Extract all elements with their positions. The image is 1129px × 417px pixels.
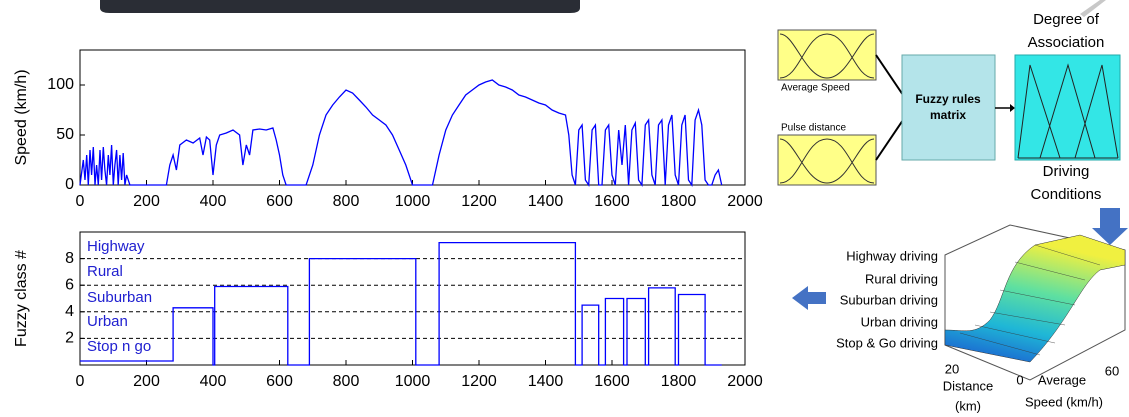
input-label: Pulse distance xyxy=(781,123,846,134)
x-tick-label: 200 xyxy=(133,373,160,390)
surface-label: Urban driving xyxy=(861,314,938,329)
input-box xyxy=(777,29,877,81)
arrow xyxy=(875,119,904,161)
surface-label: Suburban driving xyxy=(840,292,938,307)
x-tick-label: 0 xyxy=(76,373,85,390)
class-label: Rural xyxy=(87,263,123,280)
x-tick-label: 1600 xyxy=(594,373,630,390)
arrow xyxy=(875,54,904,96)
class-label: Highway xyxy=(87,238,145,255)
y-axis-label: Speed (km/h) xyxy=(13,69,30,165)
surface-mesh xyxy=(959,244,1101,356)
x-tick-label: 2000 xyxy=(727,373,763,390)
input-box xyxy=(777,134,877,186)
axis-label: Speed (km/h) xyxy=(1025,394,1103,409)
x-tick-label: 400 xyxy=(200,193,227,210)
x-tick-label: 1800 xyxy=(661,193,697,210)
arrow xyxy=(1080,0,1106,17)
membership xyxy=(1017,63,1119,159)
axis-tick-label: 20 xyxy=(945,361,959,376)
x-tick-label: 1000 xyxy=(395,373,431,390)
arrow xyxy=(1010,104,1015,112)
rules-box xyxy=(901,54,996,161)
output-title: Degree of xyxy=(1033,11,1100,28)
class-label: Suburban xyxy=(87,289,152,306)
axis-label: Distance xyxy=(943,378,994,393)
surface-label: Stop & Go driving xyxy=(836,335,938,350)
surface-label: Highway driving xyxy=(846,248,938,263)
fuzzy-diagram: Average Speed Pulse distance Fuzzy rules… xyxy=(777,11,1128,381)
surface-label: Rural driving xyxy=(865,271,938,286)
x-tick-label: 600 xyxy=(266,373,293,390)
output-title: Association xyxy=(1028,34,1105,51)
y-tick-label: 100 xyxy=(47,76,74,93)
rules-label: Fuzzy rules xyxy=(915,92,981,106)
output-box xyxy=(1014,54,1121,161)
y-tick-label: 0 xyxy=(65,176,74,193)
x-tick-label: 800 xyxy=(333,193,360,210)
x-tick-label: 1600 xyxy=(594,193,630,210)
membership xyxy=(779,138,875,184)
data-line xyxy=(79,79,723,188)
x-tick-label: 800 xyxy=(333,373,360,390)
axis-label: Average xyxy=(1038,372,1086,387)
y-axis-label: Fuzzy class # xyxy=(13,250,30,347)
chart: 2 4 6 8 0 200 400 600 800 1000 1200 1400 1600 1800 200… xyxy=(13,231,763,390)
arrow xyxy=(792,286,826,310)
class-label: Stop n go xyxy=(87,338,151,355)
axis-label: (km) xyxy=(955,398,981,413)
data-line xyxy=(80,241,722,366)
x-tick-label: 400 xyxy=(200,373,227,390)
x-tick-label: 1400 xyxy=(528,373,564,390)
membership xyxy=(779,33,875,79)
x-tick-label: 1800 xyxy=(661,373,697,390)
axis-tick-label: 60 xyxy=(1105,363,1119,378)
rules-label: matrix xyxy=(930,108,966,122)
class-label: Urban xyxy=(87,313,128,330)
surface-labels: Highway driving Rural driving Suburban dri… xyxy=(836,248,938,350)
x-tick-label: 1200 xyxy=(461,193,497,210)
input-label: Average Speed xyxy=(781,83,850,94)
x-tick-label: 200 xyxy=(133,193,160,210)
surface xyxy=(944,234,1126,363)
y-tick-label: 6 xyxy=(65,276,74,293)
arrow xyxy=(1092,208,1128,245)
x-tick-label: 2000 xyxy=(727,193,763,210)
plot-area xyxy=(79,49,746,186)
y-tick-label: 50 xyxy=(56,126,74,143)
photo-fragment xyxy=(100,0,580,13)
x-tick-label: 0 xyxy=(76,193,85,210)
x-tick-label: 1000 xyxy=(395,193,431,210)
x-tick-label: 1400 xyxy=(528,193,564,210)
y-tick-label: 4 xyxy=(65,303,74,320)
y-tick-label: 8 xyxy=(65,250,74,267)
x-tick-label: 1200 xyxy=(461,373,497,390)
axis-tick-label: 0 xyxy=(1016,372,1023,387)
output-caption: Conditions xyxy=(1031,186,1102,203)
output-caption: Driving xyxy=(1043,163,1090,180)
x-tick-label: 600 xyxy=(266,193,293,210)
y-tick-label: 2 xyxy=(65,330,74,347)
